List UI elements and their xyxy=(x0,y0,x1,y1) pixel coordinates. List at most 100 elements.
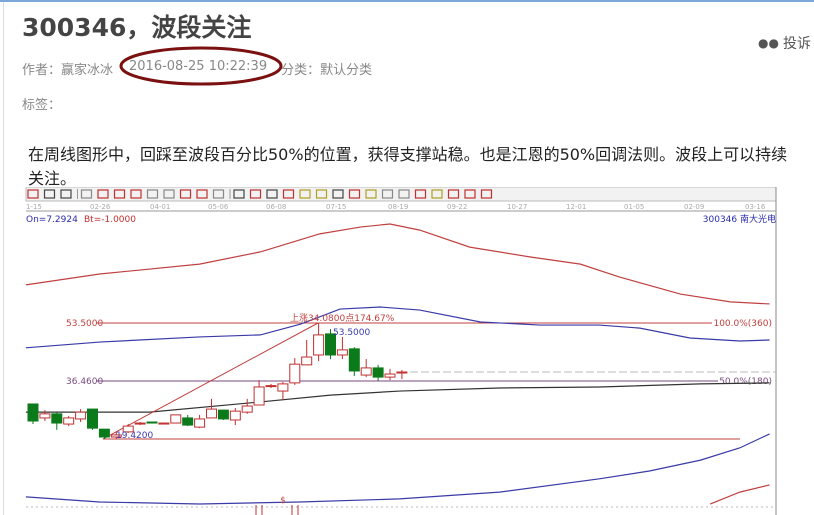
toolbar-tool-icon[interactable] xyxy=(43,189,56,199)
toolbar-tool-icon[interactable] xyxy=(212,189,225,199)
author: 作者：赢家冰冰 xyxy=(22,63,114,78)
candle-body xyxy=(360,367,372,376)
date-tick-label: 10-27 xyxy=(507,203,527,211)
date-tick-label: 08-19 xyxy=(388,203,408,211)
date-tick-label: 06-08 xyxy=(266,203,286,211)
candle-body xyxy=(134,422,146,425)
candle-body xyxy=(396,371,408,374)
indicator-line xyxy=(25,433,770,505)
candle-body xyxy=(384,373,396,378)
toolbar-tool-icon[interactable] xyxy=(480,189,493,199)
candle-body xyxy=(229,410,241,421)
candle-body xyxy=(217,409,229,420)
fib-right-label: 100.0%(360) xyxy=(713,319,772,329)
toolbar-tool-icon[interactable] xyxy=(249,189,262,199)
candle-body xyxy=(98,428,110,438)
toolbar-tool-icon[interactable] xyxy=(414,189,427,199)
rise-label: 上涨34.0800点174.67% xyxy=(290,313,395,324)
toolbar-tool-icon[interactable] xyxy=(431,189,443,199)
candle-body xyxy=(265,385,277,388)
toolbar-tool-icon[interactable] xyxy=(97,189,109,199)
date-tick-label: 07-15 xyxy=(326,203,346,211)
toolbar-tool-icon[interactable] xyxy=(60,189,72,199)
toolbar-tool-icon[interactable] xyxy=(447,189,460,199)
indicator-bt: Bt=-1.0000 xyxy=(84,215,136,225)
symbol-label: 300346 南大光电 xyxy=(703,213,776,225)
candle-body xyxy=(182,417,194,426)
toolbar-tool-icon[interactable] xyxy=(146,189,159,199)
indicator-on: On=7.2924 xyxy=(26,215,78,225)
toolbar-tool-icon[interactable] xyxy=(196,189,208,199)
date-tick-label: 05-06 xyxy=(208,203,229,211)
toolbar-tool-icon[interactable] xyxy=(163,189,175,199)
candle-body xyxy=(301,356,313,366)
report-button[interactable]: ●● 投诉 xyxy=(758,33,811,53)
toolbar-tool-icon[interactable] xyxy=(381,189,394,199)
toolbar-tool-icon[interactable] xyxy=(113,189,126,199)
date-tick-label: 04-01 xyxy=(150,203,170,211)
fib-left-label: 53.5000 xyxy=(66,319,103,329)
candle-body xyxy=(372,367,384,378)
stock-chart: 1-15 02-26 04-01 05-06 06-08 07-15 08-19 09-22 1… xyxy=(25,187,777,515)
post-title: 300346，波段关注 xyxy=(22,13,252,42)
left-border xyxy=(3,2,4,515)
indicator-line xyxy=(25,306,770,349)
dollar-marker: $ xyxy=(280,496,286,506)
candle-body xyxy=(146,421,158,424)
indicator-line xyxy=(709,484,770,505)
trend-line xyxy=(102,322,319,440)
candle-body xyxy=(27,403,39,422)
date-tick-label: 09-22 xyxy=(447,203,467,211)
candle-body xyxy=(336,349,348,356)
indicator-line xyxy=(25,382,770,413)
candle-body xyxy=(158,422,170,425)
candle-body xyxy=(63,417,75,425)
date-tick-label: 12-01 xyxy=(566,203,586,211)
toolbar-tool-icon[interactable] xyxy=(266,189,278,199)
candle-body xyxy=(87,408,98,429)
toolbar-tool-icon[interactable] xyxy=(282,189,295,199)
category[interactable]: 分类：默认分类 xyxy=(281,63,373,78)
toolbar-tool-icon[interactable] xyxy=(365,189,377,199)
high-label: 53.5000 xyxy=(333,328,370,338)
fib-right-label: 50.0%(180) xyxy=(719,377,772,387)
candle-body xyxy=(289,363,301,384)
toolbar-tool-icon[interactable] xyxy=(130,189,142,199)
candle-body xyxy=(325,333,336,356)
candle-body xyxy=(313,334,325,356)
toolbar-tool-icon[interactable] xyxy=(315,189,328,199)
candle-body xyxy=(277,383,289,392)
indicator-line xyxy=(25,223,770,305)
candle-body xyxy=(206,408,217,419)
toolbar-tool-icon[interactable] xyxy=(80,189,93,199)
tags: 标签： xyxy=(22,98,62,113)
toolbar-tool-icon[interactable] xyxy=(398,189,410,199)
toolbar-tool-icon[interactable] xyxy=(464,189,476,199)
report-label: 投诉 xyxy=(782,36,811,52)
candle-body xyxy=(51,413,63,424)
highlight-ellipse xyxy=(119,46,283,86)
candle-body xyxy=(39,413,51,419)
post-datetime: 2016-08-25 10:22:39 xyxy=(119,46,283,86)
post-body: 在周线图形中，回踩至波段百分比50%的位置，获得支撑站稳。也是江恩的50%回调法… xyxy=(28,145,788,188)
candle-body xyxy=(75,411,87,420)
date-tick-label: 1-15 xyxy=(26,203,42,211)
candle-body xyxy=(241,405,253,413)
toolbar-tool-icon[interactable] xyxy=(233,189,245,199)
toolbar-tool-icon[interactable] xyxy=(348,189,361,199)
toolbar-tool-icon[interactable] xyxy=(27,189,39,199)
toolbar-tool-icon[interactable] xyxy=(299,189,311,199)
candle-body xyxy=(110,434,122,438)
candle-body xyxy=(194,418,206,428)
date-tick-label: 03-16 xyxy=(745,203,766,211)
toolbar-tool-icon[interactable] xyxy=(179,189,192,199)
date-tick-label: 02-26 xyxy=(90,203,111,211)
fib-left-label: 36.4600 xyxy=(66,377,103,387)
datetime-text: 2016-08-25 10:22:39 xyxy=(129,59,268,74)
date-axis xyxy=(26,202,776,211)
low-label: 19.4200 xyxy=(116,431,153,441)
candle-body xyxy=(122,425,134,433)
post-meta: 作者：赢家冰冰 2016-08-25 10:22:39 分类：默认分类 xyxy=(22,46,373,86)
candle-body xyxy=(170,414,182,424)
toolbar-tool-icon[interactable] xyxy=(332,189,344,199)
